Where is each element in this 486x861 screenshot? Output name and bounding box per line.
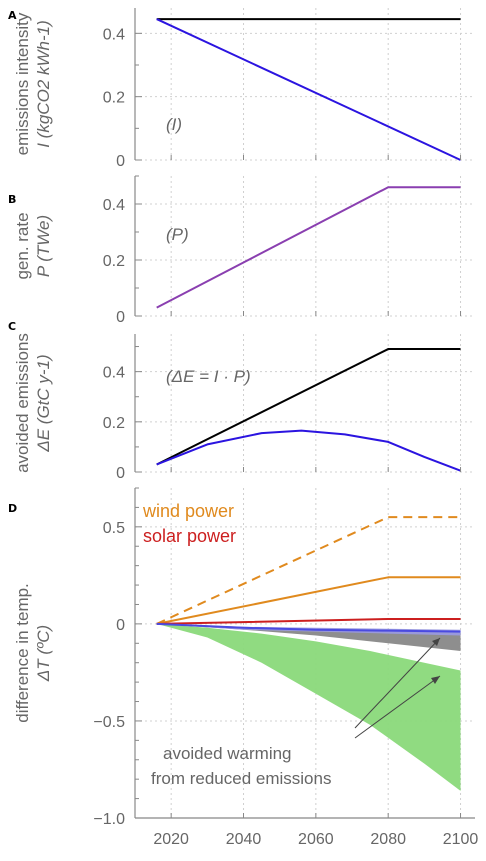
panel-letter: B: [8, 193, 16, 206]
y-tick-label: 0: [116, 617, 125, 634]
x-tick-label: 2020: [153, 831, 189, 848]
series-line: [156, 186, 461, 309]
y-tick-label: 0: [116, 153, 125, 170]
y-axis-label: emissions intensity: [13, 12, 32, 155]
series-line: [156, 618, 461, 625]
uncertainty-band: [156, 623, 461, 791]
y-tick-label: 0.2: [103, 415, 125, 432]
series-line: [156, 429, 461, 472]
y-axis-label-symbol: I (kgCO2 kWh-1): [34, 20, 53, 148]
panel-annotation: (I): [166, 115, 182, 134]
panel-letter: C: [8, 320, 16, 333]
y-tick-label: 0.2: [103, 253, 125, 270]
legend-entry: wind power: [142, 501, 234, 521]
y-axis-label: gen. rate: [13, 212, 32, 279]
y-tick-label: 0: [116, 465, 125, 482]
series-line: [156, 576, 461, 625]
panel-letter: A: [8, 9, 17, 22]
series-line: [156, 18, 461, 161]
y-tick-label: 0.4: [103, 26, 125, 43]
x-tick-label: 2040: [226, 831, 262, 848]
arrow-line: [354, 637, 441, 729]
y-tick-label: −1.0: [93, 811, 125, 828]
y-tick-label: −0.5: [93, 714, 125, 731]
panel-annotation: (P): [166, 225, 189, 244]
y-tick-label: 0.4: [103, 365, 125, 382]
y-tick-label: 0: [116, 309, 125, 326]
y-axis-label-symbol: ΔE (GtC y-1): [34, 354, 53, 452]
y-axis-label: avoided emissions: [13, 333, 32, 473]
arrow-line: [354, 675, 441, 739]
x-tick-label: 2060: [298, 831, 334, 848]
x-tick-label: 2100: [443, 831, 479, 848]
annotation-line: from reduced emissions: [151, 769, 331, 788]
panel-letter: D: [8, 502, 17, 515]
annotation-line: avoided warming: [163, 744, 292, 763]
series-line: [156, 516, 461, 625]
arrow-head: [432, 638, 440, 646]
arrow-head: [431, 676, 440, 684]
panel-annotation: (ΔE = I · P): [166, 367, 251, 386]
series-line: [156, 622, 461, 633]
y-tick-label: 0.2: [103, 90, 125, 107]
y-axis-label-symbol: P (TWe): [34, 215, 53, 277]
x-tick-label: 2080: [370, 831, 406, 848]
legend-entry: solar power: [143, 526, 236, 546]
y-axis-label: difference in temp.: [13, 583, 32, 723]
y-tick-label: 0.4: [103, 197, 125, 214]
y-axis-label-symbol: ΔT (ºC): [34, 625, 53, 682]
series-line: [156, 348, 461, 466]
y-tick-label: 0.5: [103, 520, 125, 537]
